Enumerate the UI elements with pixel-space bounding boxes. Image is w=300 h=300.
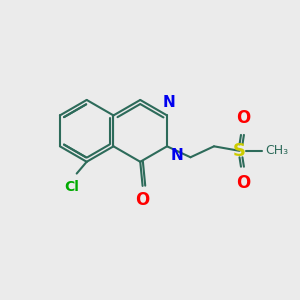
Text: N: N [171, 148, 183, 163]
Text: CH₃: CH₃ [265, 144, 288, 157]
Text: O: O [136, 191, 150, 209]
Text: Cl: Cl [64, 180, 79, 194]
Text: O: O [236, 109, 250, 127]
Text: O: O [236, 174, 250, 192]
Text: N: N [163, 95, 176, 110]
Text: S: S [233, 142, 246, 160]
